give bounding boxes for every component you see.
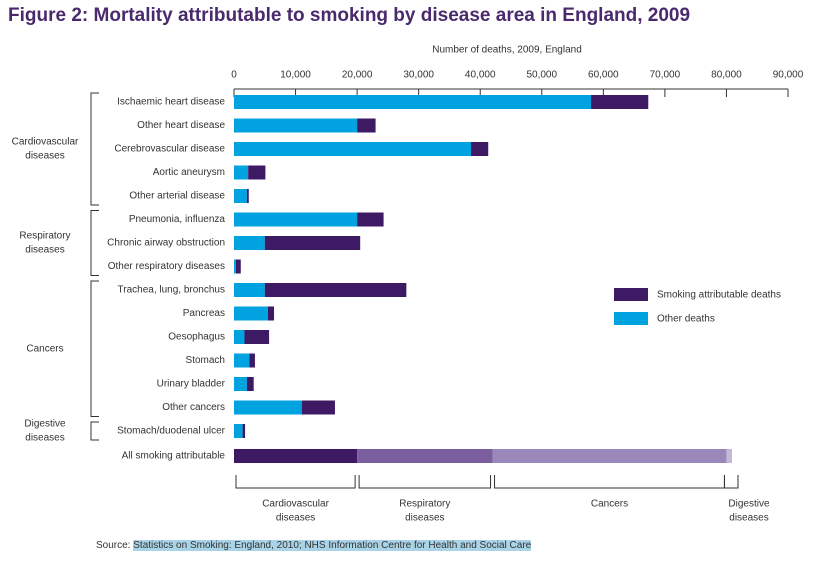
source-note: Source: Statistics on Smoking: England, …: [96, 540, 532, 551]
group-label: diseases: [25, 245, 64, 256]
bar-smoking-deaths: [301, 400, 335, 415]
bar-other-deaths: [234, 306, 268, 321]
bar-other-deaths: [234, 165, 249, 180]
bar-other-deaths: [234, 330, 245, 344]
group-bracket: [90, 92, 99, 206]
bar-smoking-deaths: [244, 330, 270, 344]
bar-other-deaths: [234, 283, 265, 297]
category-label: Pneumonia, influenza: [129, 214, 226, 225]
bar-other-deaths: [234, 377, 247, 391]
bar-smoking-deaths: [591, 95, 649, 109]
x-tick-label: 50,000: [526, 70, 557, 81]
total-bar-segment: [234, 449, 358, 463]
segment-label: Digestive: [728, 499, 770, 510]
segment-label: diseases: [405, 513, 444, 524]
category-label: Aortic aneurysm: [153, 167, 225, 178]
chart-title: Figure 2: Mortality attributable to smok…: [8, 5, 691, 26]
bar-smoking-deaths: [470, 142, 489, 156]
segment-label: Cancers: [591, 499, 628, 510]
bar-other-deaths: [234, 118, 358, 133]
category-label: Oesophagus: [168, 332, 225, 343]
total-bar-segment: [357, 449, 493, 463]
segment-label: Cardiovascular: [262, 499, 329, 510]
category-label: Urinary bladder: [157, 379, 226, 390]
category-label: Pancreas: [183, 308, 225, 319]
x-tick-label: 70,000: [650, 70, 681, 81]
segment-bracket: [358, 475, 492, 489]
bar-smoking-deaths: [235, 259, 241, 274]
group-label: Digestive: [24, 419, 66, 430]
group-label: diseases: [25, 151, 64, 162]
total-label: All smoking attributable: [122, 451, 226, 462]
segment-label: diseases: [276, 513, 315, 524]
group-bracket: [90, 421, 99, 441]
bar-other-deaths: [234, 259, 236, 274]
bar-smoking-deaths: [267, 306, 275, 321]
source-prefix: Source:: [96, 540, 134, 551]
x-tick-label: 10,000: [280, 70, 311, 81]
x-tick-label: 80,000: [711, 70, 742, 81]
category-label: Other heart disease: [137, 120, 225, 131]
bar-smoking-deaths: [249, 353, 255, 368]
group-bracket: [90, 280, 99, 417]
bar-other-deaths: [234, 189, 247, 203]
bar-smoking-deaths: [242, 424, 246, 438]
category-label: Trachea, lung, bronchus: [118, 285, 225, 296]
bar-other-deaths: [234, 424, 243, 438]
bar-smoking-deaths: [357, 118, 376, 133]
category-label: Other cancers: [162, 402, 225, 413]
category-label: Stomach: [186, 355, 225, 366]
group-label: Respiratory: [19, 231, 70, 242]
bar-smoking-deaths: [357, 212, 384, 227]
group-label: diseases: [25, 433, 64, 444]
segment-bracket: [723, 475, 739, 489]
category-label: Cerebrovascular disease: [114, 144, 225, 155]
group-bracket: [90, 210, 99, 276]
category-label: Ischaemic heart disease: [117, 97, 225, 108]
x-tick-label: 90,000: [773, 70, 804, 81]
category-label: Other respiratory diseases: [108, 261, 225, 272]
segment-bracket: [235, 475, 356, 489]
bar-other-deaths: [234, 353, 250, 368]
bar-other-deaths: [234, 400, 302, 415]
source-link[interactable]: Statistics on Smoking: England, 2010; NH…: [133, 540, 532, 551]
segment-label: diseases: [729, 513, 768, 524]
legend-swatch: [614, 312, 648, 325]
bar-smoking-deaths: [264, 283, 407, 297]
total-bar-segment: [726, 449, 732, 463]
segment-bracket: [494, 475, 725, 489]
bar-smoking-deaths: [248, 165, 266, 180]
total-bar-segment: [492, 449, 727, 463]
category-label: Stomach/duodenal ulcer: [117, 426, 226, 437]
x-axis-label: Number of deaths, 2009, England: [432, 45, 582, 56]
x-tick-label: 30,000: [403, 70, 434, 81]
x-tick-label: 60,000: [588, 70, 619, 81]
group-label: Cancers: [26, 343, 63, 354]
bar-smoking-deaths: [246, 377, 254, 391]
x-tick-label: 40,000: [465, 70, 496, 81]
legend-swatch: [614, 288, 648, 301]
bar-other-deaths: [234, 212, 358, 227]
segment-label: Respiratory: [399, 499, 450, 510]
category-label: Other arterial disease: [129, 191, 225, 202]
bar-smoking-deaths: [264, 236, 361, 250]
bar-other-deaths: [234, 95, 592, 109]
bar-other-deaths: [234, 236, 265, 250]
x-tick-label: 20,000: [342, 70, 373, 81]
legend-label: Smoking attributable deaths: [657, 290, 781, 301]
bar-other-deaths: [234, 142, 471, 156]
bar-smoking-deaths: [246, 189, 249, 203]
group-label: Cardiovascular: [12, 137, 79, 148]
legend-label: Other deaths: [657, 314, 715, 325]
x-tick-label: 0: [231, 70, 237, 81]
category-label: Chronic airway obstruction: [107, 238, 225, 249]
